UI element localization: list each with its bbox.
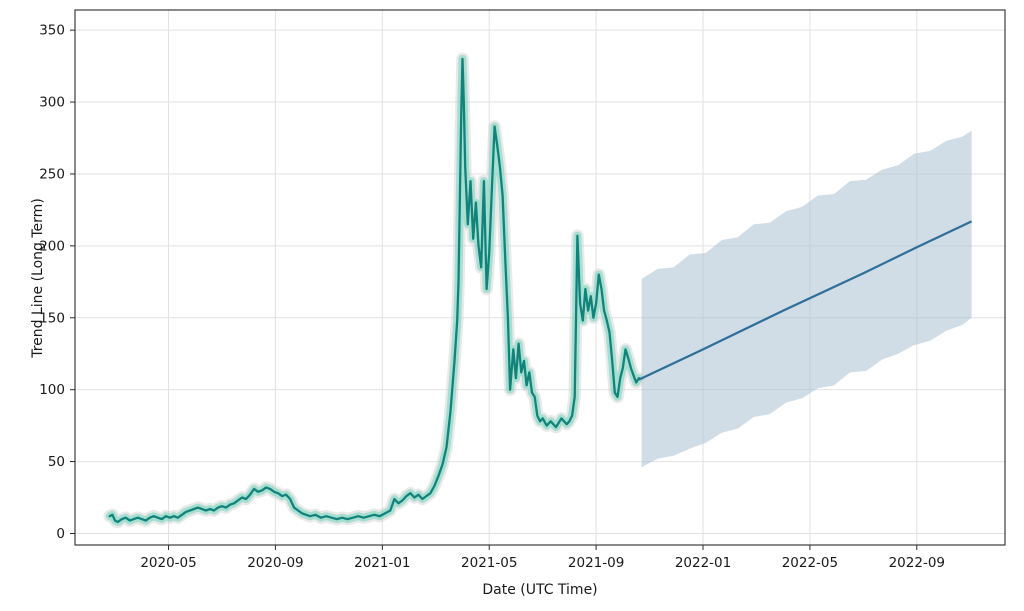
x-tick-label: 2021-01 [354, 555, 410, 571]
x-tick-label: 2022-09 [889, 555, 945, 571]
y-tick-label: 0 [56, 526, 65, 542]
y-tick-label: 350 [39, 23, 65, 39]
x-tick-label: 2022-01 [675, 555, 731, 571]
y-axis-label: Trend Line (Long Term) [30, 198, 46, 358]
history-line [108, 57, 641, 524]
y-tick-label: 50 [48, 454, 65, 470]
x-tick-label: 2021-09 [568, 555, 624, 571]
y-tick-label: 300 [39, 95, 65, 111]
plot-frame [74, 9, 1006, 546]
x-axis-label: Date (UTC Time) [482, 582, 598, 598]
x-tick-label: 2022-05 [782, 555, 838, 571]
y-tick-label: 150 [39, 310, 65, 326]
y-tick-label: 250 [39, 166, 65, 182]
y-tick-label: 100 [39, 382, 65, 398]
forecast-trend-line [638, 220, 973, 381]
x-tick-label: 2020-05 [140, 555, 196, 571]
x-tick-label: 2020-09 [247, 555, 303, 571]
y-tick-label: 200 [39, 238, 65, 254]
x-tick-label: 2021-05 [461, 555, 517, 571]
